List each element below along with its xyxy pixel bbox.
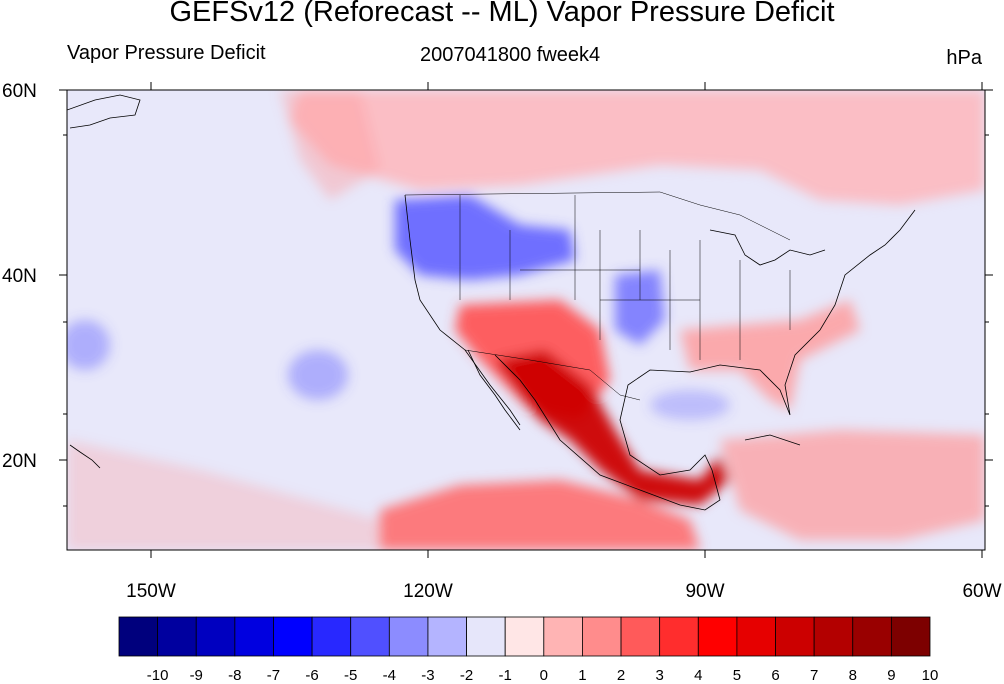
us-canada-border: [404, 191, 791, 241]
latitude-labels: 60N 40N 20N: [2, 81, 37, 472]
colorbar-swatch: [311, 616, 352, 657]
hawaii: [69, 444, 101, 469]
colorbar-label: 5: [733, 667, 741, 684]
colorbar-swatch: [118, 616, 159, 657]
colorbar-swatch: [427, 616, 467, 657]
colorbar-label: -7: [267, 667, 280, 684]
colorbar-label: 6: [771, 667, 779, 684]
lat-label: 40N: [2, 266, 37, 287]
colorbar-label: 10: [922, 667, 939, 684]
lat-label: 20N: [2, 451, 37, 472]
colorbar-label: -6: [305, 667, 318, 684]
colorbar-swatch: [736, 616, 776, 657]
region-east-pacific-pink: [67, 440, 380, 550]
colorbar-swatch: [504, 616, 545, 657]
region-northwest-moist: [395, 195, 575, 280]
colorbar-swatch: [543, 616, 583, 657]
lon-label: 120W: [403, 581, 453, 602]
colorbar-label: 8: [849, 667, 857, 684]
colorbar-swatch: [234, 616, 274, 657]
anomaly-fields: [67, 90, 985, 550]
variable-label: Vapor Pressure Deficit: [67, 42, 266, 64]
great-lakes: [709, 229, 826, 266]
colorbar-label: -8: [228, 667, 241, 684]
lon-label: 60W: [962, 581, 1001, 602]
map-frame: [66, 89, 986, 551]
units-label: hPa: [946, 47, 982, 69]
region-southeast-dry: [680, 300, 860, 410]
colorbar-swatch: [775, 616, 815, 657]
colorbar-label: 3: [655, 667, 663, 684]
colorbar-label: -9: [190, 667, 203, 684]
region-canada-dry: [290, 90, 985, 205]
colorbar-labels: -10 -9 -8 -7 -6 -5 -4 -3 -2 -1 0 1 2 3 4 5 6 7 8 9 10: [147, 667, 939, 684]
region-west-pacific-moist: [67, 320, 110, 370]
colorbar-label: -2: [460, 667, 473, 684]
region-subtropical-moist: [288, 350, 348, 400]
colorbar-label: -3: [421, 667, 434, 684]
colorbar-label: -4: [383, 667, 396, 684]
colorbar-label: 2: [617, 667, 625, 684]
borders: [404, 191, 791, 401]
region-tropical-pacific-dry: [380, 480, 700, 550]
colorbar-label: -10: [147, 667, 169, 684]
region-southern-plains-moist: [615, 270, 665, 345]
map-title: GEFSv12 (Reforecast -- ML) Vapor Pressur…: [169, 0, 835, 28]
lat-label: 60N: [2, 81, 37, 102]
forecast-time-label: 2007041800 fweek4: [420, 44, 601, 66]
colorbar-swatch: [890, 616, 931, 657]
colorbar-swatch: [659, 616, 699, 657]
colorbar-swatch: [620, 616, 661, 657]
region-gulf-moist: [650, 390, 730, 420]
colorbar-swatch: [273, 616, 313, 657]
state-lines: [459, 195, 791, 360]
alaska-coast: [67, 94, 141, 129]
longitude-labels: 150W 120W 90W 60W: [126, 581, 1001, 602]
map-panel: [67, 90, 985, 550]
cuba: [744, 434, 801, 446]
us-mexico-border: [464, 349, 641, 401]
colorbar-swatch: [582, 616, 622, 657]
north-america-coast: [404, 194, 916, 511]
colorbar-label: 0: [540, 667, 548, 684]
colorbar-swatch: [195, 616, 236, 657]
colorbar-swatch: [350, 616, 390, 657]
coastlines: [67, 94, 916, 511]
lon-label: 90W: [685, 581, 724, 602]
colorbar-label: -1: [499, 667, 512, 684]
lon-label: 150W: [126, 581, 176, 602]
colorbar: [118, 616, 931, 657]
colorbar-swatch: [852, 616, 892, 657]
region-mexico-very-dry: [495, 350, 730, 505]
axis-ticks: [59, 82, 993, 558]
colorbar-label: 9: [887, 667, 895, 684]
colorbar-label: 4: [694, 667, 702, 684]
colorbar-label: 7: [810, 667, 818, 684]
colorbar-label: -5: [344, 667, 357, 684]
region-northeast-pacific-pink: [280, 90, 380, 200]
region-caribbean-dry: [720, 430, 985, 540]
baja-coast: [467, 349, 521, 431]
colorbar-swatch: [157, 616, 197, 657]
colorbar-label: 1: [578, 667, 586, 684]
colorbar-swatch: [388, 616, 429, 657]
colorbar-swatch: [466, 616, 506, 657]
colorbar-swatch: [813, 616, 854, 657]
colorbar-swatch: [697, 616, 738, 657]
